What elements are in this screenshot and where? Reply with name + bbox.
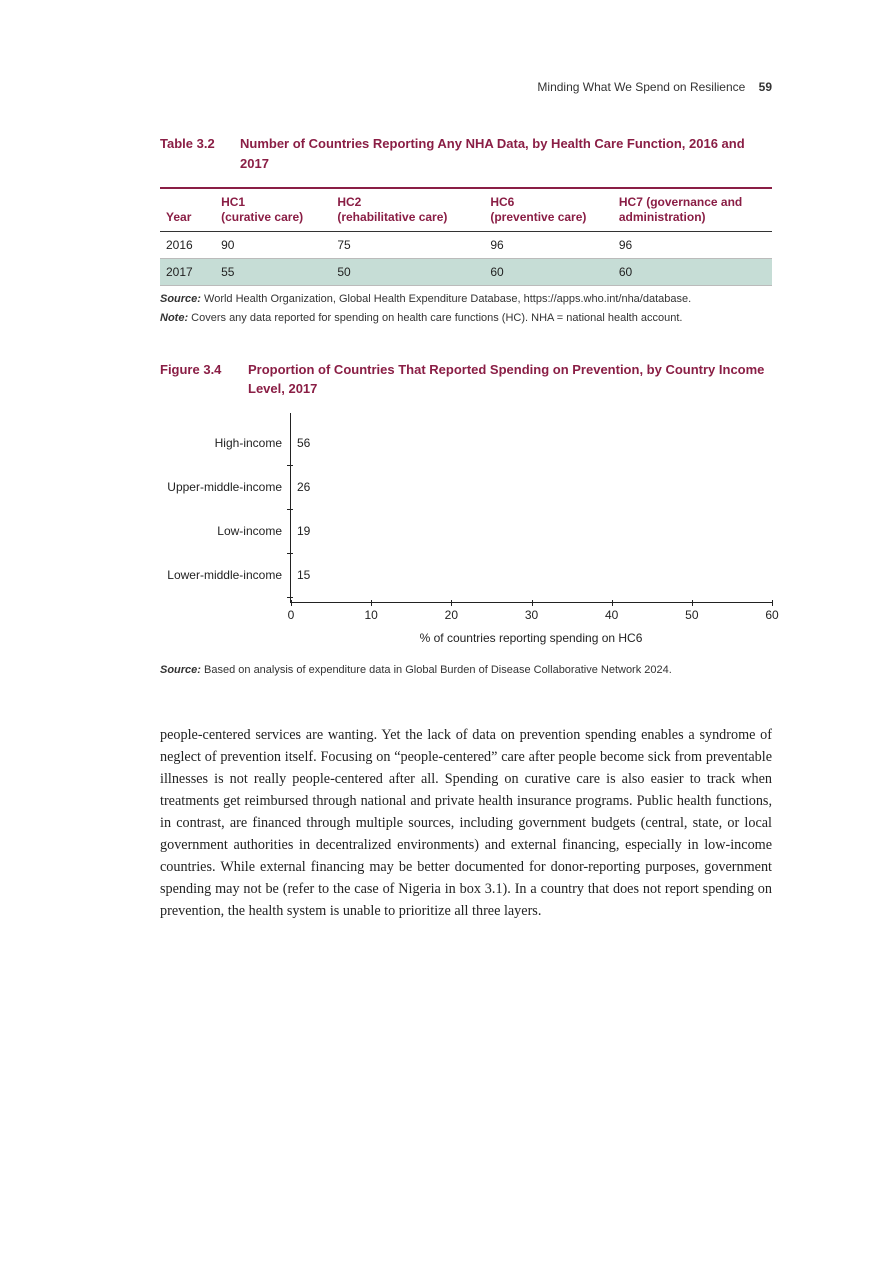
table-cell: 60 (484, 259, 613, 286)
category-label: Upper-middle-income (167, 480, 282, 494)
category-label: High-income (215, 436, 282, 450)
bar-row: 19 (291, 519, 310, 543)
x-tick-label: 10 (364, 608, 377, 622)
figure-caption: Figure 3.4 Proportion of Countries That … (160, 360, 772, 399)
bar-value: 26 (297, 480, 310, 494)
table-cell: 55 (215, 259, 331, 286)
table-cell: 60 (613, 259, 772, 286)
chart-plot-area: 562619150102030405060 (290, 413, 772, 603)
page-number: 59 (759, 80, 772, 94)
bar-value: 19 (297, 524, 310, 538)
table-cell: 75 (331, 232, 484, 259)
body-paragraph: people-centered services are wanting. Ye… (160, 724, 772, 922)
bar-row: 56 (291, 431, 310, 455)
table-row: 201755506060 (160, 259, 772, 286)
table-note: Note: Covers any data reported for spend… (160, 311, 772, 326)
category-label: Low-income (217, 524, 282, 538)
x-tick-label: 60 (765, 608, 778, 622)
table-cell: 96 (613, 232, 772, 259)
running-head: Minding What We Spend on Resilience 59 (160, 80, 772, 94)
x-axis-title: % of countries reporting spending on HC6 (290, 631, 772, 645)
bar-row: 15 (291, 563, 310, 587)
table-cell: 2016 (160, 232, 215, 259)
table-cell: 90 (215, 232, 331, 259)
nha-table: X Year HC1 (curative care) HC2 (rehabili… (160, 187, 772, 286)
table-label: Table 3.2 (160, 134, 215, 154)
table-cell: 2017 (160, 259, 215, 286)
figure-title: Proportion of Countries That Reported Sp… (248, 362, 764, 397)
x-tick-label: 30 (525, 608, 538, 622)
col-year: X Year (160, 188, 215, 232)
table-cell: 50 (331, 259, 484, 286)
running-head-title: Minding What We Spend on Resilience (537, 80, 745, 94)
bar-row: 26 (291, 475, 310, 499)
table-cell: 96 (484, 232, 613, 259)
table-title: Number of Countries Reporting Any NHA Da… (240, 136, 745, 171)
category-label: Lower-middle-income (167, 568, 282, 582)
table-caption: Table 3.2 Number of Countries Reporting … (160, 134, 772, 173)
bar-value: 15 (297, 568, 310, 582)
bar-value: 56 (297, 436, 310, 450)
y-axis-labels: High-income Upper-middle-income Low-income… (160, 413, 290, 603)
figure-block: Figure 3.4 Proportion of Countries That … (160, 360, 772, 678)
x-tick-label: 20 (445, 608, 458, 622)
figure-label: Figure 3.4 (160, 360, 221, 380)
figure-source: Source: Based on analysis of expenditure… (160, 663, 772, 678)
col-hc7: HC7 (governance and administration) (613, 188, 772, 232)
col-hc2: HC2 (rehabilitative care) (331, 188, 484, 232)
x-tick-label: 50 (685, 608, 698, 622)
x-tick-label: 40 (605, 608, 618, 622)
table-source: Source: World Health Organization, Globa… (160, 292, 772, 307)
table-row: 201690759696 (160, 232, 772, 259)
bar-chart: High-income Upper-middle-income Low-income… (160, 413, 772, 603)
x-tick-label: 0 (288, 608, 295, 622)
col-hc1: HC1 (curative care) (215, 188, 331, 232)
col-hc6: HC6 (preventive care) (484, 188, 613, 232)
